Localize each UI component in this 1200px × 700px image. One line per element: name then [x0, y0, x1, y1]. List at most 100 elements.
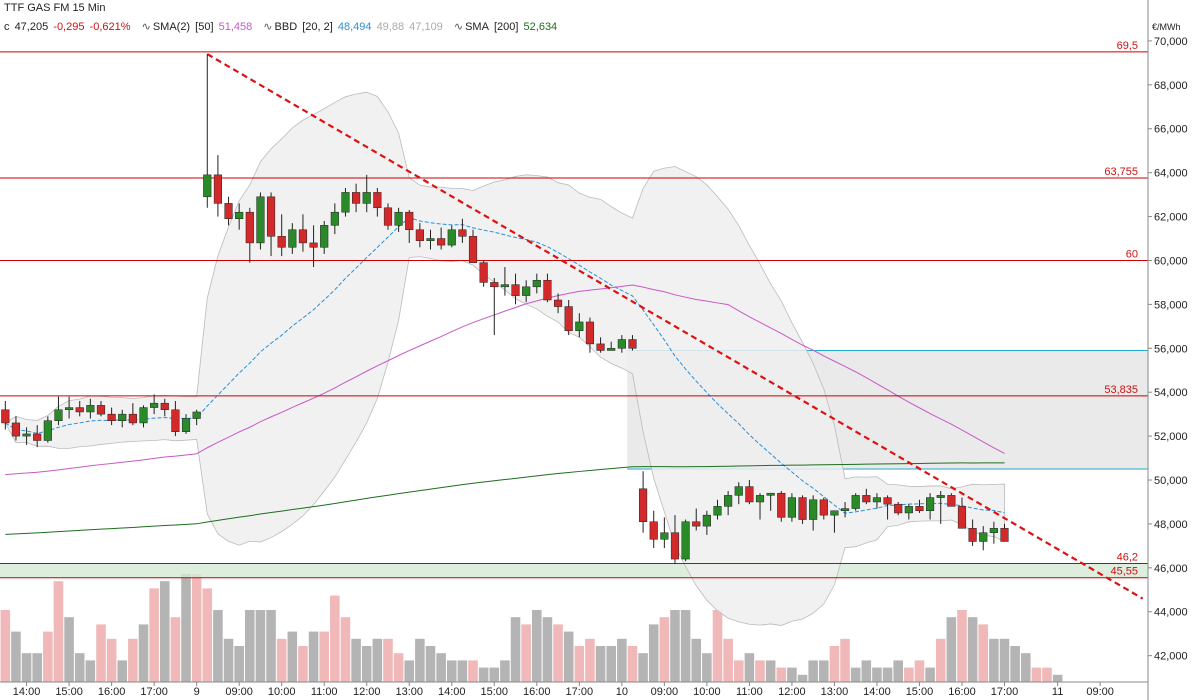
- candle-body: [607, 348, 616, 351]
- volume-bar: [659, 617, 670, 682]
- candle-body: [298, 229, 308, 244]
- volume-layer: [0, 574, 1063, 682]
- candle-body: [405, 211, 414, 230]
- candle-body: [426, 238, 435, 241]
- volume-bar: [478, 667, 489, 682]
- volume-bar: [170, 617, 181, 682]
- candle-body: [86, 405, 95, 413]
- volume-bar: [765, 660, 776, 682]
- candle-body: [118, 413, 127, 421]
- candle-body: [458, 229, 467, 237]
- bbd-upper: 49,88: [376, 21, 405, 33]
- volume-bar: [840, 638, 850, 682]
- bollinger-fill: [4, 91, 1005, 626]
- candle-body: [670, 532, 680, 560]
- volume-bar: [542, 617, 553, 682]
- candle-body: [532, 279, 541, 288]
- volume-bar: [755, 660, 765, 682]
- candle-body: [947, 495, 956, 507]
- volume-bar: [819, 660, 829, 682]
- candle-body: [500, 284, 509, 288]
- candle-body: [681, 521, 690, 560]
- volume-bar: [436, 653, 446, 682]
- x-tick-label: 17:00: [991, 686, 1019, 698]
- candle-body: [352, 192, 361, 204]
- candle-body: [181, 418, 191, 432]
- bollinger-band: [4, 91, 1005, 626]
- volume-bar: [808, 660, 818, 682]
- volume-bar: [32, 653, 42, 682]
- volume-bar: [1010, 646, 1020, 682]
- unit-label: €/MWh: [1152, 22, 1181, 32]
- volume-bar: [914, 660, 925, 682]
- volume-bar: [957, 610, 967, 682]
- volume-bar: [521, 624, 531, 682]
- candle-body: [809, 499, 818, 520]
- candles-layer: [1, 54, 1009, 564]
- level-label: 46,2: [1117, 551, 1138, 563]
- volume-bar: [468, 660, 478, 682]
- y-tick-label: 46,000: [1154, 563, 1188, 575]
- volume-bar: [138, 624, 149, 682]
- volume-bar: [680, 610, 691, 682]
- volume-bar: [223, 638, 234, 682]
- volume-bar: [11, 631, 21, 682]
- candle-body: [65, 407, 74, 411]
- bbd-param: [20, 2]: [302, 21, 333, 33]
- x-tick-label: 11:00: [736, 686, 763, 698]
- volume-bar: [393, 653, 404, 682]
- volume-bar: [96, 624, 106, 682]
- volume-bar: [446, 660, 457, 682]
- y-tick-label: 58,000: [1154, 299, 1188, 311]
- volume-bar: [670, 610, 680, 682]
- volume-bar: [712, 610, 723, 682]
- level-label: 63,755: [1104, 166, 1138, 178]
- candle-body: [819, 499, 828, 516]
- candle-body: [11, 422, 21, 437]
- candle-body: [830, 510, 839, 516]
- volume-bar: [276, 638, 287, 682]
- volume-bar: [457, 660, 468, 682]
- x-tick-label: 11:00: [311, 686, 338, 698]
- candle-body: [192, 411, 201, 419]
- y-tick-label: 54,000: [1154, 387, 1188, 399]
- x-tick-label: 17:00: [140, 686, 168, 698]
- chart-title: TTF GAS FM 15 Min: [4, 2, 106, 14]
- volume-bar: [191, 574, 202, 682]
- candle-body: [957, 506, 967, 529]
- x-tick-label: 15:00: [55, 686, 83, 698]
- volume-bar: [829, 646, 840, 682]
- level-label: 45,55: [1110, 566, 1138, 578]
- sma200-label: SMA: [465, 21, 489, 33]
- candle-body: [415, 229, 424, 241]
- candle-body: [777, 492, 786, 518]
- volume-bar: [340, 617, 351, 682]
- downtrend-line: [206, 53, 1144, 600]
- sma2-label: SMA(2): [152, 21, 191, 33]
- candle-body: [872, 497, 882, 503]
- candle-body: [139, 407, 148, 424]
- volume-bar: [585, 638, 595, 682]
- volume-bar: [383, 638, 393, 682]
- volume-bar: [776, 667, 787, 682]
- x-tick-label: 09:00: [651, 686, 679, 698]
- volume-bar: [627, 646, 638, 682]
- candle-body: [883, 497, 892, 505]
- x-tick-label: 10:00: [693, 686, 721, 698]
- legend-row: c 47,205 -0,295 -0,621% ∿ SMA(2) [50] 51,…: [4, 20, 559, 33]
- change-abs: -0,295: [53, 21, 85, 33]
- horizontal-levels: 69,5 63,755 60 53,835 46,2 45,55: [0, 40, 1148, 579]
- sma200-line: [5, 462, 1005, 535]
- candle-body: [989, 528, 998, 533]
- candle-body: [266, 196, 276, 237]
- volume-bar: [0, 610, 11, 682]
- volume-bar: [872, 667, 882, 682]
- candle-body: [745, 486, 754, 503]
- y-tick-label: 50,000: [1154, 475, 1188, 487]
- volume-bar: [797, 674, 808, 682]
- y-tick-label: 44,000: [1154, 607, 1188, 619]
- volume-bar: [361, 646, 372, 682]
- x-tick-label: 12:00: [353, 686, 381, 698]
- candle-body: [1, 409, 10, 424]
